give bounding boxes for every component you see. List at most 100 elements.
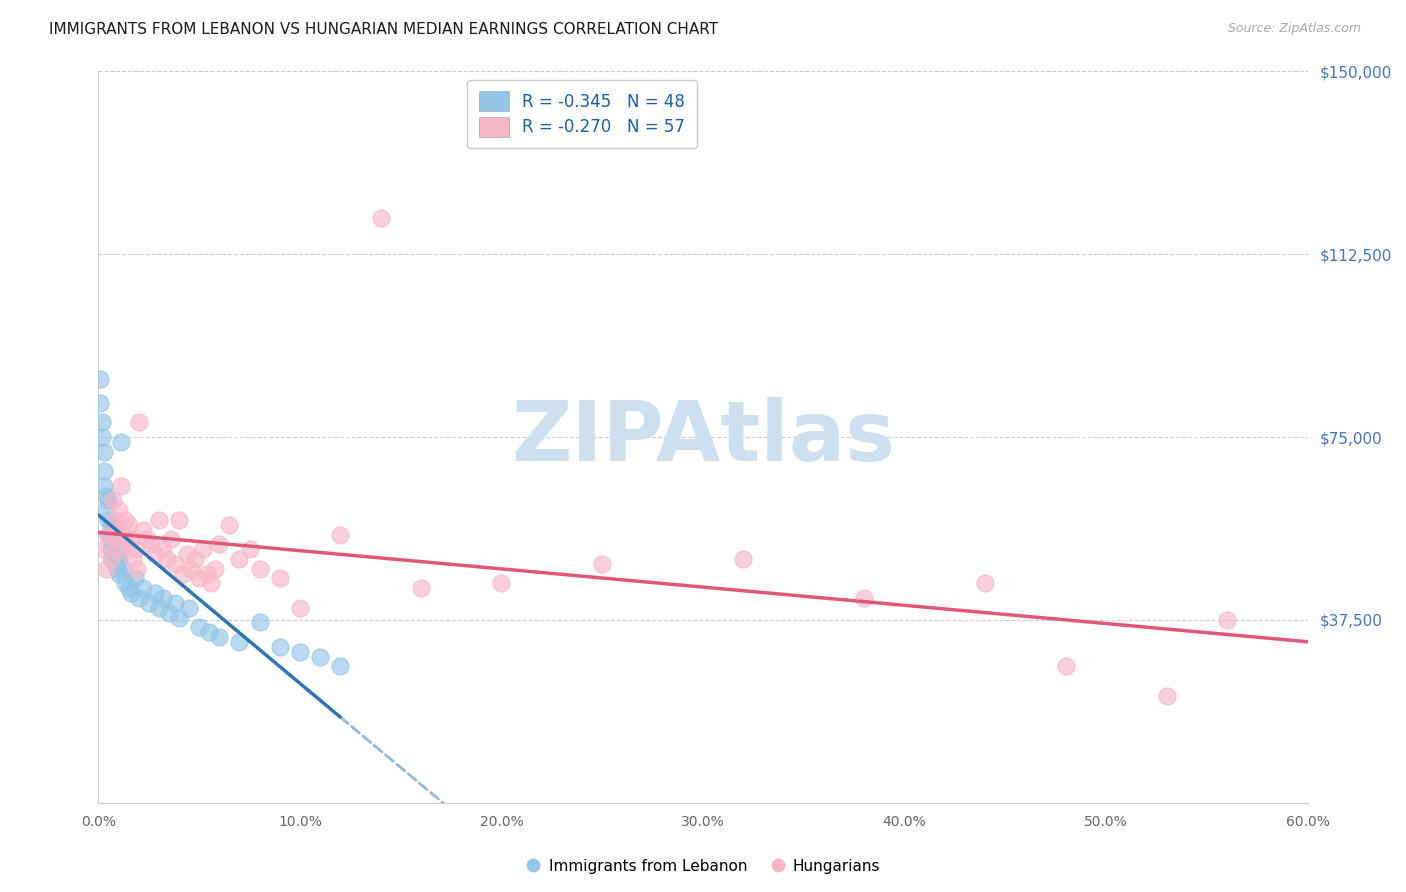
Point <box>239 542 262 557</box>
Point <box>176 547 198 561</box>
Point <box>120 586 142 600</box>
Point <box>128 416 150 430</box>
Point <box>853 591 876 605</box>
Text: IMMIGRANTS FROM LEBANON VS HUNGARIAN MEDIAN EARNINGS CORRELATION CHART: IMMIGRANTS FROM LEBANON VS HUNGARIAN MED… <box>49 22 718 37</box>
Point <box>97 493 120 508</box>
Point <box>107 552 129 566</box>
Point <box>110 434 132 449</box>
Point <box>591 557 613 571</box>
Point <box>114 576 136 591</box>
Point <box>91 416 114 430</box>
Point <box>198 625 221 640</box>
Point <box>409 581 432 595</box>
Point <box>124 572 146 586</box>
Point <box>100 517 122 532</box>
Point <box>97 513 120 527</box>
Point <box>93 542 115 557</box>
Text: ZIPAtlas: ZIPAtlas <box>510 397 896 477</box>
Point <box>179 600 201 615</box>
Point <box>157 606 180 620</box>
Point <box>167 610 190 624</box>
Point <box>118 581 141 595</box>
Point <box>139 537 162 551</box>
Point <box>107 566 129 581</box>
Point <box>200 576 222 591</box>
Point <box>1216 613 1239 627</box>
Point <box>103 513 125 527</box>
Point <box>89 371 111 385</box>
Point <box>107 542 129 557</box>
Point <box>103 533 125 547</box>
Point <box>204 562 226 576</box>
Point <box>193 542 215 557</box>
Point <box>156 552 179 566</box>
Point <box>103 537 125 551</box>
Point <box>132 523 155 537</box>
Point <box>309 649 332 664</box>
Point <box>143 547 166 561</box>
Point <box>124 542 146 557</box>
Point <box>93 479 115 493</box>
Point <box>172 566 194 581</box>
Point <box>329 527 352 541</box>
Point <box>107 503 129 517</box>
Point <box>228 635 250 649</box>
Point <box>160 533 183 547</box>
Point <box>101 552 124 566</box>
Point <box>128 591 150 605</box>
Point <box>96 489 118 503</box>
Point <box>101 493 124 508</box>
Point <box>143 586 166 600</box>
Point <box>132 581 155 595</box>
Point <box>269 572 291 586</box>
Point <box>97 527 120 541</box>
Point <box>195 566 218 581</box>
Point <box>167 513 190 527</box>
Point <box>184 552 207 566</box>
Point <box>288 645 311 659</box>
Point <box>163 557 186 571</box>
Point <box>135 533 157 547</box>
Point <box>180 562 202 576</box>
Point <box>93 464 115 478</box>
Point <box>163 596 186 610</box>
Point <box>97 527 120 541</box>
Point <box>96 562 118 576</box>
Point <box>228 552 250 566</box>
Point <box>269 640 291 654</box>
Point <box>100 552 122 566</box>
Point <box>1156 689 1178 703</box>
Point <box>125 562 148 576</box>
Point <box>118 517 141 532</box>
Point <box>93 444 115 458</box>
Text: Source: ZipAtlas.com: Source: ZipAtlas.com <box>1227 22 1361 36</box>
Point <box>105 547 128 561</box>
Point <box>110 479 132 493</box>
Point <box>370 211 392 225</box>
Point <box>208 537 231 551</box>
Point <box>111 562 134 576</box>
Point <box>105 523 128 537</box>
Point <box>491 576 513 591</box>
Point <box>114 513 136 527</box>
Point <box>249 562 271 576</box>
Point <box>148 600 170 615</box>
Point <box>111 527 134 541</box>
Point <box>103 557 125 571</box>
Point <box>974 576 997 591</box>
Point <box>152 591 174 605</box>
Point <box>1054 659 1077 673</box>
Point <box>101 523 124 537</box>
Point <box>188 572 211 586</box>
Point <box>148 513 170 527</box>
Point <box>91 430 114 444</box>
Point <box>100 533 122 547</box>
Point <box>121 552 143 566</box>
Legend: Immigrants from Lebanon, Hungarians: Immigrants from Lebanon, Hungarians <box>519 853 887 880</box>
Point <box>188 620 211 634</box>
Point <box>208 630 231 644</box>
Legend: R = -0.345   N = 48, R = -0.270   N = 57: R = -0.345 N = 48, R = -0.270 N = 57 <box>467 79 697 148</box>
Point <box>89 396 111 410</box>
Point <box>152 542 174 557</box>
Point <box>288 600 311 615</box>
